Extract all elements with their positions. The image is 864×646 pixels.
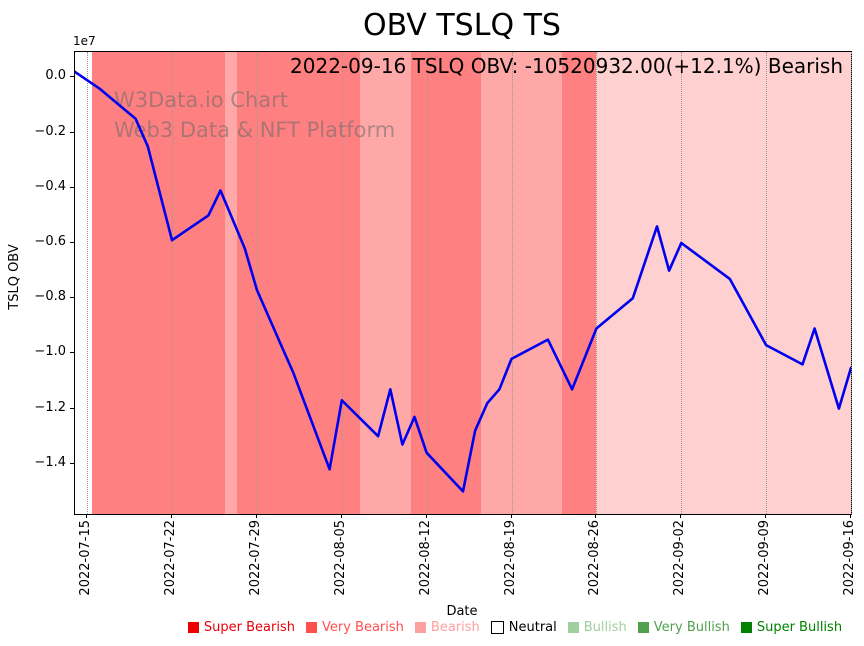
- ytick-mark: [70, 407, 74, 409]
- sentiment-band-very-bearish: [359, 52, 411, 514]
- xtick-label: 2022-07-29: [247, 520, 263, 596]
- xtick-mark: [680, 514, 682, 518]
- gridline-2022-08-05: [341, 52, 343, 514]
- ytick-mark: [70, 352, 74, 354]
- ytick-mark: [70, 186, 74, 188]
- last-value-annotation: 2022-09-16 TSLQ OBV: -10520932.00(+12.1%…: [290, 54, 843, 78]
- legend-label: Neutral: [508, 620, 557, 635]
- gridline-2022-08-12: [426, 52, 428, 514]
- xtick-label: 2022-07-22: [163, 520, 178, 596]
- xtick-label: 2022-08-19: [502, 520, 518, 596]
- xtick-label: 2022-09-16: [842, 520, 857, 596]
- xtick-label: 2022-08-26: [587, 520, 603, 596]
- xtick-mark: [171, 514, 172, 518]
- gridline-2022-09-16: [851, 52, 852, 514]
- xtick-label: 2022-08-05: [332, 520, 348, 596]
- ytick-label: −0.2: [34, 123, 66, 139]
- xtick-label: 2022-08-12: [417, 520, 433, 596]
- legend-swatch-icon: [414, 622, 426, 633]
- ytick-label: −0.6: [34, 233, 66, 249]
- legend-label: Super Bullish: [756, 620, 843, 635]
- gridline-2022-07-22: [172, 52, 173, 514]
- xtick-mark: [850, 514, 851, 518]
- legend-item-bullish: Bullish: [567, 620, 627, 635]
- sentiment-band-super-bearish: [91, 52, 226, 514]
- xtick-label: 2022-09-02: [672, 520, 688, 596]
- legend-swatch-icon: [740, 622, 752, 633]
- legend-label: Bullish: [583, 620, 627, 635]
- legend-swatch-icon: [490, 621, 504, 634]
- watermark-line2: Web3 Data & NFT Platform: [114, 118, 396, 142]
- xtick-label: 2022-09-09: [757, 520, 773, 596]
- legend-item-neutral: Neutral: [490, 620, 557, 635]
- sentiment-band-very-bearish: [481, 52, 563, 514]
- ytick-mark: [70, 131, 74, 133]
- gridline-2022-07-29: [256, 52, 258, 514]
- xtick-mark: [595, 514, 597, 518]
- legend-item-very-bullish: Very Bullish: [637, 620, 730, 635]
- legend-label: Very Bullish: [653, 620, 730, 635]
- ytick-mark: [70, 297, 74, 299]
- legend-swatch-icon: [637, 622, 649, 633]
- legend-item-super-bearish: Super Bearish: [187, 620, 295, 635]
- xtick-mark: [340, 514, 342, 518]
- sentiment-band-very-bearish: [225, 52, 238, 514]
- legend-item-bearish: Bearish: [414, 620, 480, 635]
- legend-item-very-bearish: Very Bearish: [306, 620, 404, 635]
- ytick-mark: [70, 241, 74, 243]
- xtick-mark: [425, 514, 427, 518]
- xtick-mark: [255, 514, 257, 518]
- xtick-mark: [510, 514, 512, 518]
- x-axis-label: Date: [446, 604, 478, 619]
- legend-swatch-icon: [567, 622, 579, 633]
- gridline-2022-09-09: [766, 52, 768, 514]
- xtick-label: 2022-07-15: [78, 520, 94, 596]
- ytick-label: −1.0: [34, 344, 66, 360]
- y-axis-offset-label: 1e7: [73, 34, 96, 48]
- obv-line: [75, 70, 851, 493]
- ytick-label: −1.2: [34, 399, 66, 415]
- chart-title: OBV TSLQ TS: [363, 8, 561, 43]
- ytick-mark: [70, 462, 74, 464]
- ytick-mark: [70, 76, 74, 78]
- gridline-2022-07-15: [87, 52, 89, 514]
- gridline-2022-08-19: [511, 52, 513, 514]
- legend: Super Bearish Very Bearish Bearish Neutral B…: [166, 620, 864, 635]
- legend-label: Super Bearish: [203, 620, 295, 635]
- plot-area: W3Data.io Chart Web3 Data & NFT Platform…: [74, 51, 852, 515]
- legend-label: Very Bearish: [322, 620, 404, 635]
- watermark: W3Data.io Chart Web3 Data & NFT Platform: [114, 85, 395, 145]
- legend-item-super-bullish: Super Bullish: [740, 620, 843, 635]
- gridline-2022-08-26: [596, 52, 598, 514]
- gridline-2022-09-02: [681, 52, 683, 514]
- sentiment-band-super-bearish: [237, 52, 360, 514]
- ytick-label: −0.4: [34, 178, 66, 194]
- ytick-label: 0.0: [45, 68, 66, 84]
- legend-label: Bearish: [430, 620, 480, 635]
- watermark-line1: W3Data.io Chart: [114, 88, 289, 112]
- obv-line-chart: [75, 70, 851, 493]
- legend-swatch-icon: [306, 622, 317, 633]
- ytick-label: −1.4: [34, 454, 66, 470]
- xtick-mark: [86, 514, 88, 518]
- sentiment-band-super-bearish: [562, 52, 597, 514]
- ytick-label: −0.8: [34, 289, 66, 305]
- xtick-mark: [765, 514, 767, 518]
- legend-swatch-icon: [187, 622, 199, 633]
